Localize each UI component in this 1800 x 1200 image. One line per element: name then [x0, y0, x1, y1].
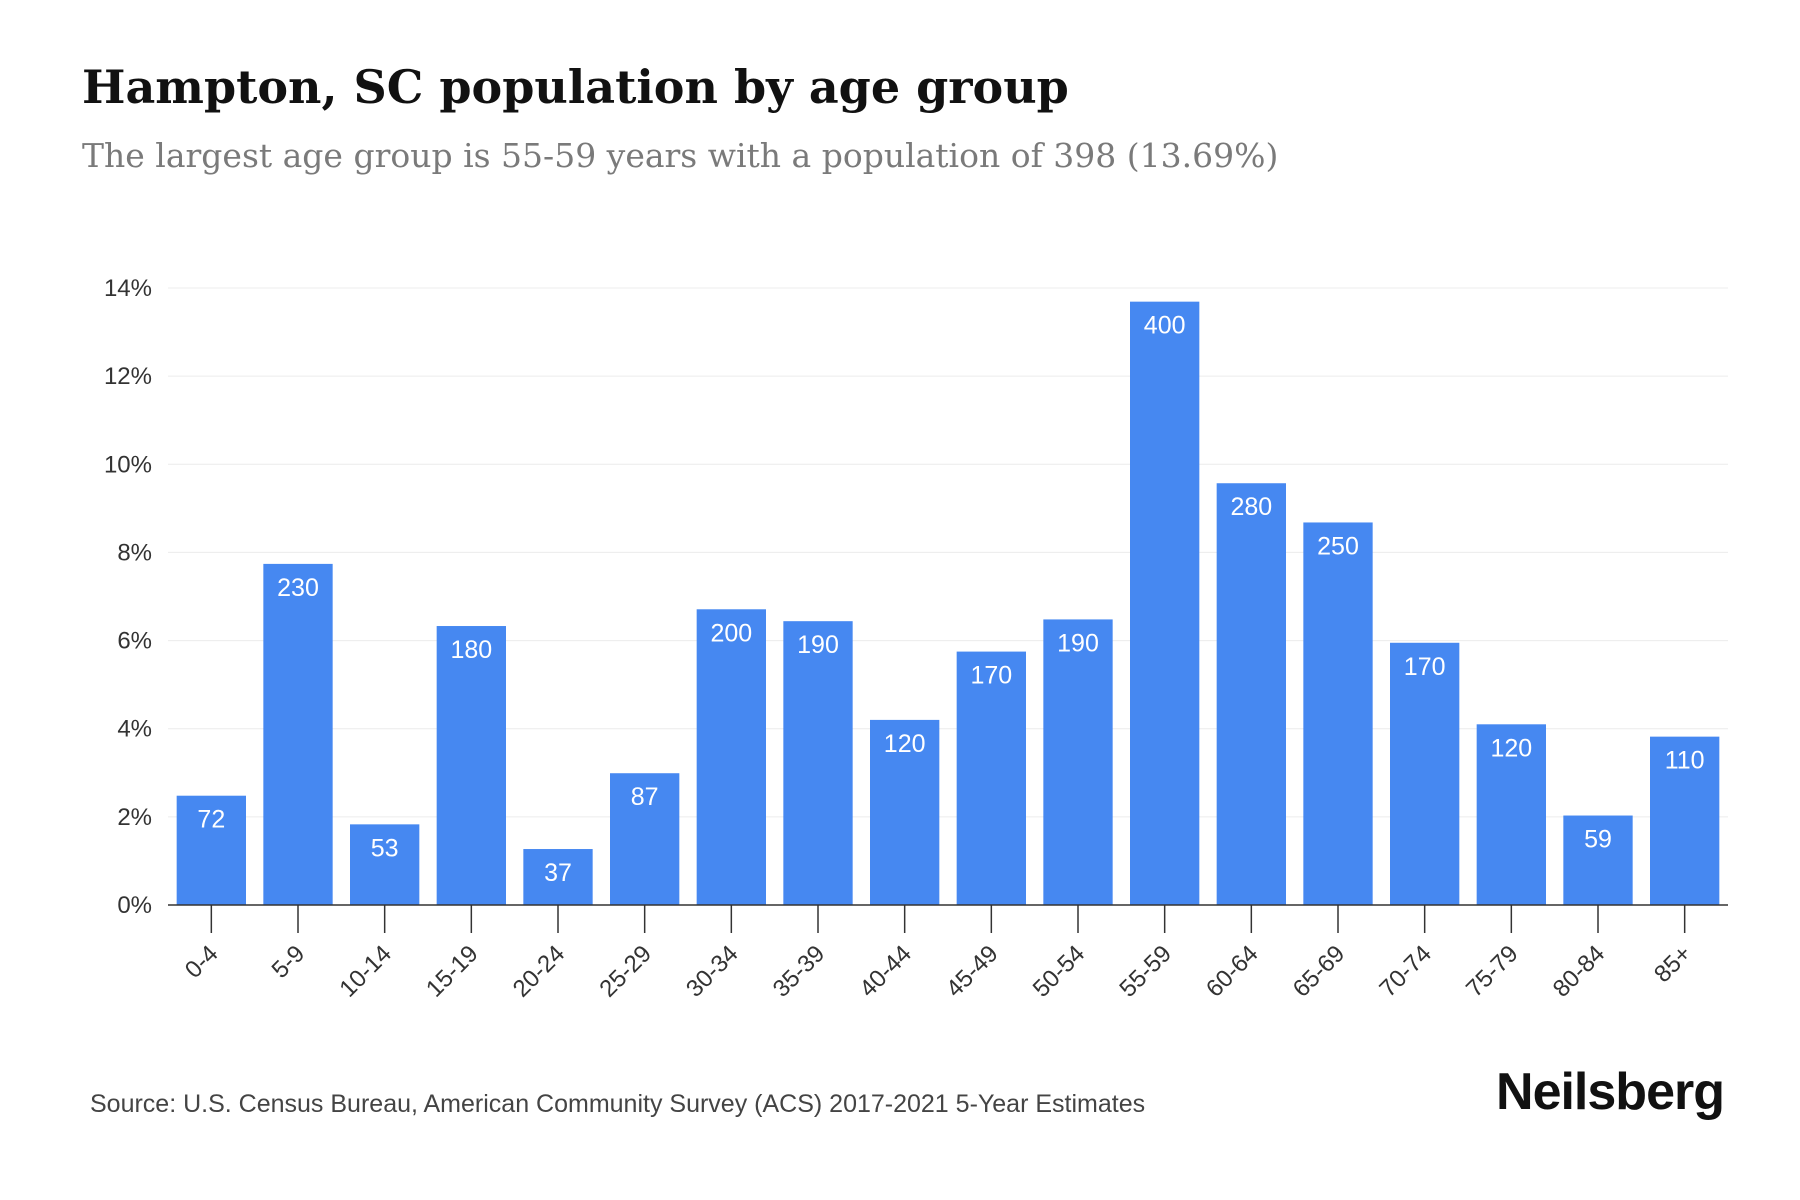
x-tick-label: 15-19 [421, 940, 484, 1003]
x-tick-label: 60-64 [1201, 940, 1264, 1003]
bar [523, 849, 593, 905]
data-label: 120 [1490, 734, 1532, 762]
y-tick-label: 2% [117, 804, 152, 831]
data-label: 110 [1665, 747, 1705, 775]
data-label: 120 [884, 730, 926, 758]
data-label: 400 [1144, 312, 1186, 340]
bar [263, 563, 333, 905]
bar [1476, 724, 1546, 905]
x-tick-label: 35-39 [768, 940, 831, 1003]
data-label: 280 [1230, 493, 1272, 521]
y-tick-label: 14% [104, 275, 152, 302]
brand-logo: Neilsberg [1496, 1063, 1725, 1121]
x-tick-label: 25-29 [594, 940, 657, 1003]
data-label: 230 [277, 574, 319, 602]
x-tick-label: 45-49 [941, 940, 1004, 1003]
x-tick-label: 40-44 [854, 940, 917, 1003]
bar [1563, 815, 1633, 905]
source-note: Source: U.S. Census Bureau, American Com… [90, 1090, 1146, 1118]
y-tick-label: 0% [117, 892, 152, 919]
bar [1043, 619, 1113, 905]
bar [1130, 301, 1200, 906]
bar [1216, 483, 1286, 905]
y-axis-ticks: 0% 2% 4% 6% 8% 10% 12% 14% [104, 275, 152, 919]
x-tick-label: 70-74 [1374, 940, 1437, 1003]
data-label: 180 [450, 636, 492, 664]
y-tick-label: 12% [104, 363, 152, 390]
x-tick-label: 65-69 [1288, 940, 1351, 1003]
x-axis: 0-4 5-9 10-14 15-19 20-24 25-29 30-34 35-39 40-4… [168, 904, 1728, 1003]
data-label: 59 [1584, 826, 1612, 854]
data-label: 190 [797, 631, 839, 659]
bar-chart: 0% 2% 4% 6% 8% 10% 12% 14% 72 230 53 180 37 87 200 190… [104, 275, 1728, 1003]
x-tick-label: 50-54 [1028, 940, 1091, 1003]
bar [870, 719, 940, 905]
y-tick-label: 6% [117, 628, 152, 655]
chart-subtitle: The largest age group is 55-59 years wit… [82, 136, 1279, 175]
bars: 72 230 53 180 37 87 200 190 120 170 190 400 280 250 17… [176, 301, 1720, 906]
bar [436, 626, 506, 905]
x-tick-label: 85+ [1649, 940, 1697, 988]
x-tick-label: 20-24 [508, 940, 571, 1003]
x-tick-label: 0-4 [180, 940, 224, 984]
gridlines [168, 287, 1728, 818]
bar [1303, 522, 1373, 905]
y-tick-label: 4% [117, 716, 152, 743]
data-label: 72 [197, 806, 225, 834]
data-label: 200 [710, 619, 752, 647]
x-tick-label: 5-9 [267, 940, 311, 984]
data-label: 190 [1057, 629, 1099, 657]
data-label: 37 [544, 859, 572, 887]
data-label: 87 [631, 783, 659, 811]
data-label: 53 [371, 834, 399, 862]
data-label: 170 [1404, 653, 1446, 681]
x-tick-label: 80-84 [1548, 940, 1611, 1003]
y-tick-label: 10% [104, 451, 152, 478]
y-tick-label: 8% [117, 539, 152, 566]
bar [783, 621, 853, 905]
bar [176, 795, 246, 905]
chart-title: Hampton, SC population by age group [82, 60, 1069, 114]
bar [696, 609, 766, 905]
x-tick-label: 10-14 [334, 940, 397, 1003]
bar [956, 651, 1026, 905]
data-label: 170 [970, 662, 1012, 690]
bar [1650, 736, 1720, 905]
bar [350, 824, 420, 905]
bar [610, 773, 680, 905]
bar [1390, 642, 1460, 905]
x-tick-label: 55-59 [1114, 940, 1177, 1003]
x-tick-label: 30-34 [681, 940, 744, 1003]
data-label: 250 [1317, 532, 1359, 560]
x-tick-label: 75-79 [1461, 940, 1524, 1003]
